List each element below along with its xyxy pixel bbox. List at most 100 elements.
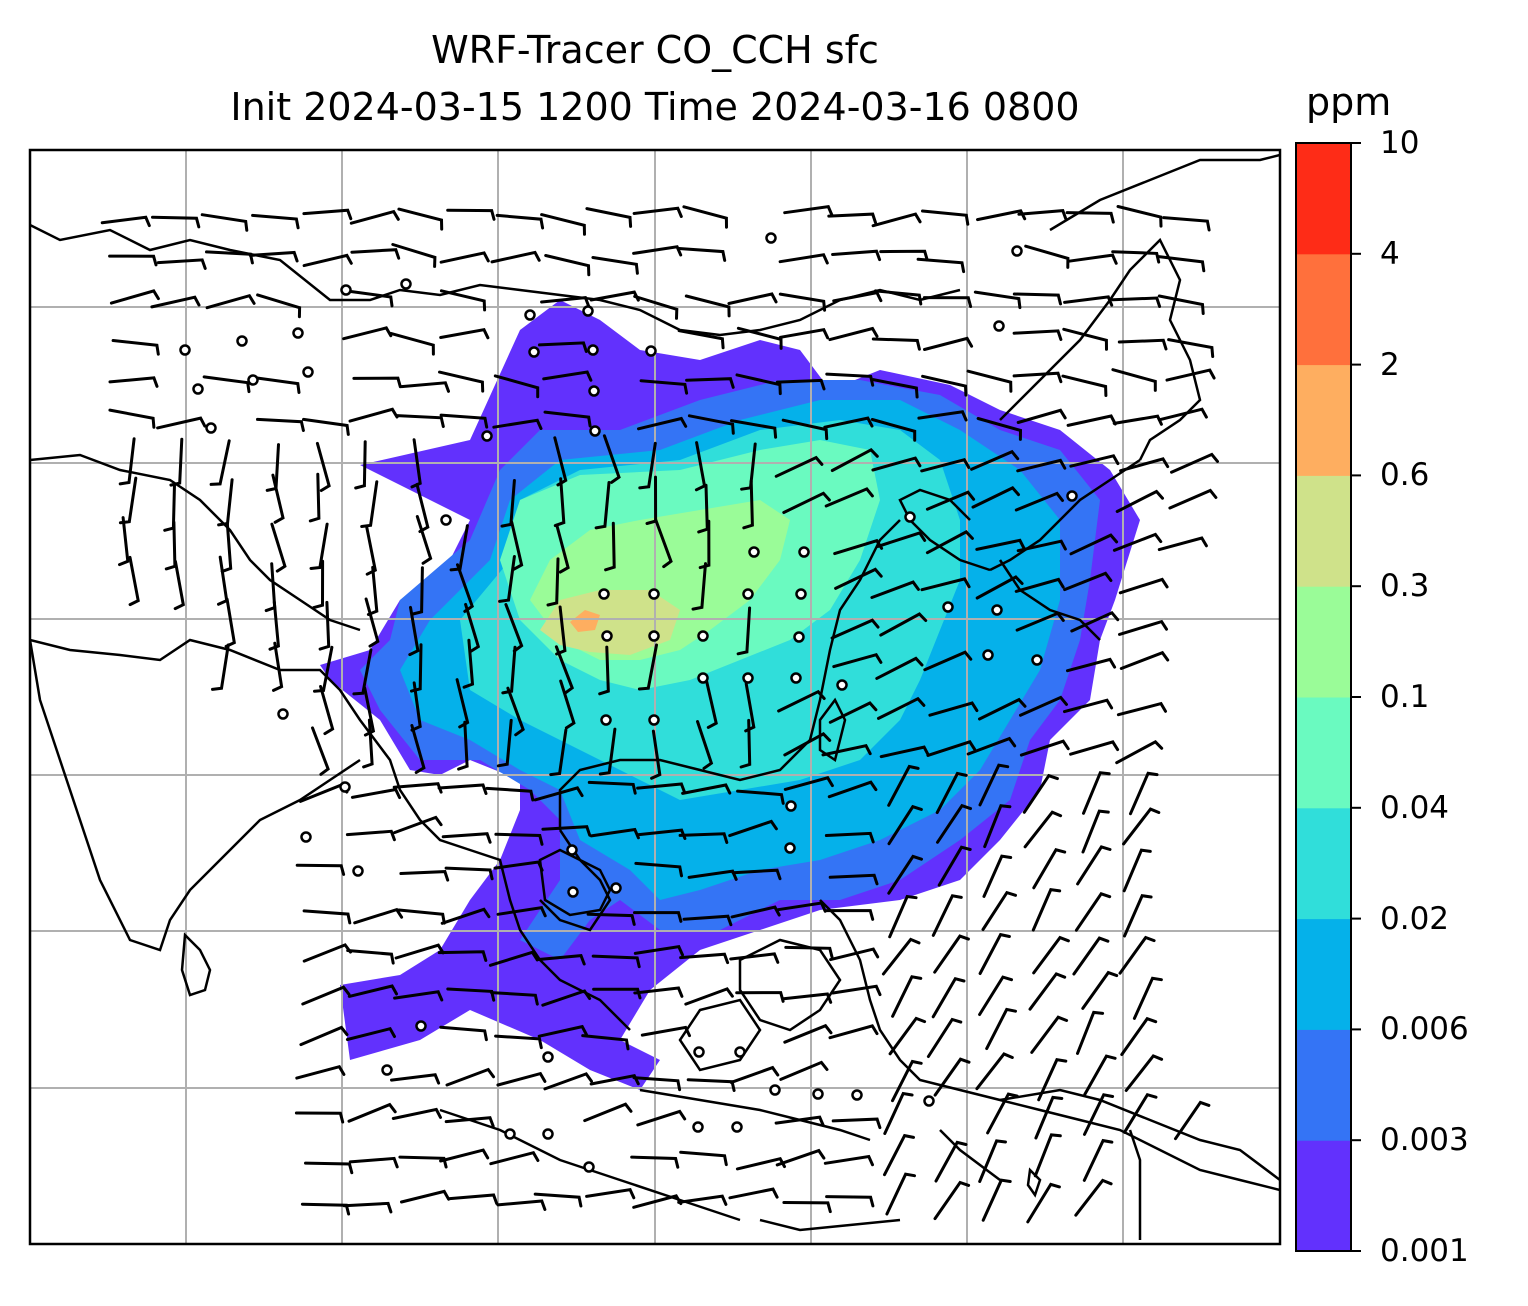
calm-wind-circle: [567, 886, 579, 898]
wind-barb: [1066, 414, 1117, 427]
wind-barb: [437, 783, 488, 795]
wind-barb: [1122, 848, 1152, 893]
wind-barb: [543, 410, 592, 428]
wind-barb: [445, 1067, 495, 1087]
wind-barb: [782, 491, 831, 514]
colorbar-tick-label: 0.006: [1380, 1011, 1469, 1048]
wind-barb: [879, 612, 928, 637]
wind-barb: [362, 718, 374, 769]
wind-barb: [345, 289, 394, 308]
wind-barb: [879, 745, 930, 759]
wind-barb: [831, 1117, 882, 1130]
wind-barb: [1157, 407, 1208, 422]
wind-barb: [1070, 610, 1120, 633]
wind-barb: [966, 736, 1017, 756]
wind-barb: [485, 786, 535, 802]
wind-barb: [830, 618, 880, 640]
calm-wind-circle: [648, 714, 660, 726]
calm-wind-circle: [790, 672, 802, 684]
wind-barb: [874, 289, 923, 306]
wind-barb: [1083, 1054, 1117, 1096]
wind-barb: [1032, 935, 1070, 975]
wind-barb: [363, 686, 376, 737]
wind-barb: [220, 523, 233, 573]
wind-barb: [1123, 894, 1153, 938]
wind-barb: [931, 976, 966, 1019]
wind-barb: [1129, 771, 1159, 816]
calm-wind-circle: [923, 1095, 935, 1107]
wind-barb: [205, 250, 254, 265]
wind-barb: [256, 417, 305, 432]
wind-barb: [923, 336, 974, 351]
wind-barb: [876, 531, 927, 548]
calm-wind-circle: [1066, 490, 1078, 502]
wind-barb: [778, 292, 827, 312]
colorbar-segment: [1296, 586, 1351, 698]
calm-wind-circle: [795, 588, 807, 600]
wind-barb: [437, 950, 488, 962]
wind-barb: [1061, 374, 1108, 397]
calm-wind-circle: [692, 1121, 704, 1133]
calm-wind-circle: [381, 1064, 393, 1076]
calm-wind-circle: [748, 546, 760, 558]
wind-barb: [586, 912, 636, 926]
wind-barb: [926, 1017, 963, 1058]
wind-barb: [1081, 970, 1119, 1010]
wind-barb: [1016, 458, 1067, 473]
wind-barb: [248, 250, 299, 263]
wind-barb: [352, 648, 373, 696]
wind-barb: [415, 515, 433, 565]
wind-barb: [1082, 771, 1111, 815]
wind-barb: [921, 209, 970, 226]
wind-barb: [986, 1092, 1019, 1135]
wind-barb: [444, 1116, 495, 1128]
wind-barb: [1157, 294, 1205, 315]
wind-barb: [594, 481, 611, 530]
wind-barb: [678, 832, 729, 844]
colorbar-tick-label: 2: [1380, 346, 1400, 383]
wind-barb: [1124, 1054, 1164, 1092]
wind-barb: [633, 911, 683, 923]
wind-barb: [1118, 935, 1156, 975]
colorbar-tick-label: 10: [1380, 125, 1420, 161]
wind-barb: [211, 643, 230, 691]
wind-barb: [352, 376, 402, 389]
calm-wind-circle: [734, 1046, 746, 1058]
wind-barb: [1030, 1015, 1069, 1054]
wind-barb: [1111, 368, 1157, 392]
wind-barb: [585, 1187, 636, 1200]
wind-barb: [823, 416, 874, 429]
wind-barb: [917, 410, 968, 422]
wind-barb: [439, 251, 490, 264]
colorbar-tick-label: 0.04: [1380, 789, 1450, 826]
wind-barb: [350, 248, 401, 260]
wind-barb: [891, 975, 923, 1018]
wind-barb: [1118, 577, 1169, 595]
colorbar-segment: [1296, 364, 1351, 476]
wind-barb: [891, 1059, 923, 1103]
calm-wind-circle: [542, 1051, 554, 1063]
wind-barb: [677, 247, 727, 262]
calm-wind-circle: [598, 588, 610, 600]
wind-barb: [739, 718, 752, 769]
wind-barb: [543, 1072, 593, 1091]
wind-barb: [108, 408, 156, 429]
wind-barb: [637, 643, 658, 691]
wind-barb: [541, 825, 592, 837]
wind-barb: [156, 258, 207, 270]
wind-barb: [100, 215, 151, 228]
wind-barb: [494, 832, 544, 846]
wind-barb: [537, 1024, 588, 1038]
wind-barb: [554, 645, 575, 695]
wind-barb: [777, 689, 826, 713]
wind-barb: [1063, 295, 1114, 307]
colorbar-tick-label: 4: [1380, 235, 1400, 272]
calm-wind-circle: [292, 327, 304, 339]
wind-barb: [782, 992, 833, 1004]
wind-barb: [978, 1139, 1007, 1183]
wind-barb: [365, 525, 377, 576]
calm-wind-circle: [798, 546, 810, 558]
wind-barb: [936, 803, 972, 844]
calm-wind-circle: [352, 865, 364, 877]
